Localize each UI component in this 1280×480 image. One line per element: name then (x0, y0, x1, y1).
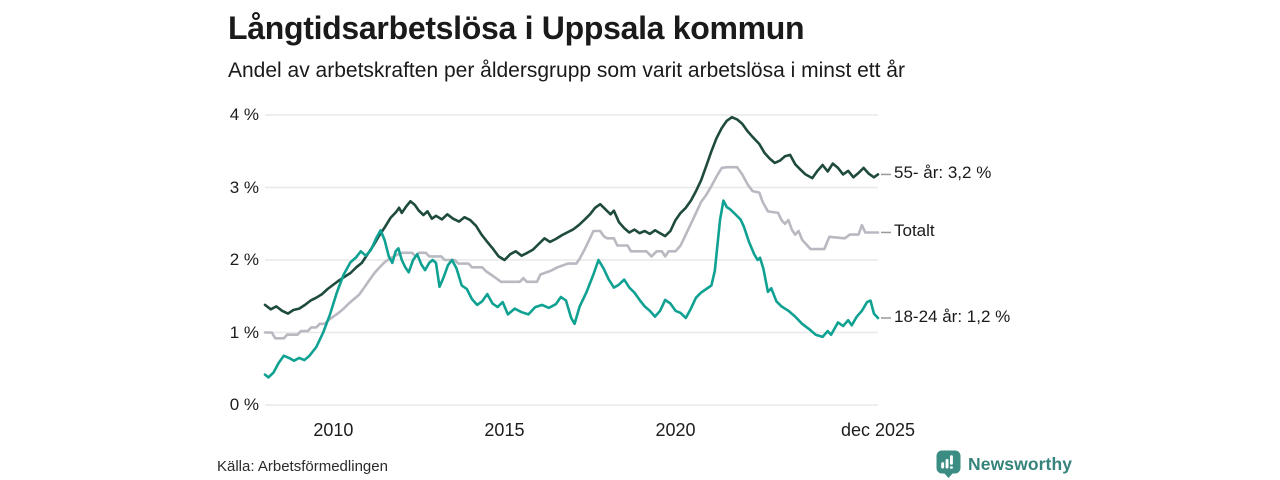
series-line-18-24 år (263, 199, 880, 379)
x-axis-tick-label: 2020 (655, 420, 696, 440)
brand-logo: Newsworthy (936, 450, 1072, 478)
series-line-55- år (263, 115, 880, 315)
series-end-label-55- år: 55- år: 3,2 % (894, 163, 992, 183)
y-axis-tick-label: 1 % (229, 322, 259, 342)
y-axis-tick-label: 3 % (229, 177, 259, 197)
source-note: Källa: Arbetsförmedlingen (217, 458, 388, 475)
series-end-label-Totalt: Totalt (894, 221, 935, 241)
x-axis-tick-label: 2010 (313, 420, 354, 440)
y-axis-tick-label: 4 % (229, 105, 259, 124)
chart-subtitle: Andel av arbetskraften per åldersgrupp s… (228, 59, 905, 82)
x-axis-tick-label: dec 2025 (840, 420, 916, 440)
newsworthy-icon (936, 450, 961, 478)
brand-name: Newsworthy (968, 453, 1073, 474)
page-title: Långtidsarbetslösa i Uppsala kommun (228, 10, 805, 46)
series-end-label-18-24 år: 18-24 år: 1,2 % (894, 307, 1011, 326)
series-line-Totalt (263, 165, 880, 340)
y-axis-tick-label: 2 % (229, 250, 259, 269)
x-axis-tick-label: 2015 (484, 420, 525, 440)
y-axis-tick-label: 0 % (229, 395, 259, 414)
